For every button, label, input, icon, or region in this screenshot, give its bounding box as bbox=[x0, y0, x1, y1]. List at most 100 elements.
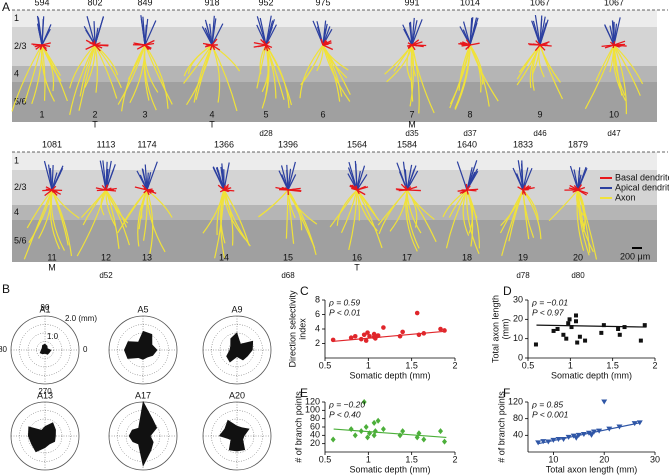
apical-dendrite bbox=[211, 18, 217, 46]
data-point bbox=[574, 319, 579, 324]
axon bbox=[146, 189, 154, 254]
data-point bbox=[397, 432, 403, 439]
depth-label: 849 bbox=[137, 0, 152, 7]
panel-label: F bbox=[503, 386, 510, 400]
apical-dendrite bbox=[144, 20, 157, 46]
basal-dendrite bbox=[223, 189, 235, 192]
axon bbox=[406, 189, 422, 234]
x-axis-title: Somatic depth (mm) bbox=[551, 370, 632, 380]
basal-dendrite bbox=[466, 185, 471, 191]
neuron-tag: T bbox=[92, 119, 98, 129]
y-axis-title: (mm) bbox=[500, 319, 510, 340]
data-point bbox=[381, 325, 386, 330]
apical-dendrite bbox=[577, 167, 581, 191]
basal-dendrite bbox=[577, 186, 586, 191]
basal-dendrite bbox=[406, 44, 413, 47]
apical-dendrite bbox=[51, 168, 64, 191]
data-point bbox=[330, 337, 336, 343]
apical-dendrite bbox=[469, 17, 479, 46]
x-tick-label: 2 bbox=[452, 454, 457, 464]
axon bbox=[548, 189, 579, 222]
neuron-number: 1 bbox=[39, 109, 44, 119]
data-point bbox=[606, 426, 613, 432]
data-point bbox=[371, 419, 377, 426]
x-tick-label: 1 bbox=[366, 454, 371, 464]
data-point bbox=[416, 332, 422, 338]
apical-dendrite bbox=[356, 170, 361, 191]
axon bbox=[469, 44, 484, 85]
basal-dendrite bbox=[539, 44, 552, 47]
polar-radius-label: 2.0 (mm) bbox=[65, 314, 97, 323]
basal-dendrite bbox=[613, 44, 620, 48]
basal-dendrite bbox=[44, 189, 53, 197]
basal-dendrite bbox=[321, 41, 324, 46]
data-point bbox=[588, 432, 595, 438]
neuron-id: d78 bbox=[516, 271, 530, 280]
axon bbox=[458, 44, 471, 91]
data-point bbox=[375, 333, 381, 338]
x-axis-title: Total axon length (mm) bbox=[546, 464, 638, 474]
depth-label: 1833 bbox=[513, 139, 533, 149]
neuron-id: d46 bbox=[533, 129, 547, 138]
y-tick-label: 120 bbox=[305, 396, 320, 406]
data-point bbox=[638, 338, 643, 343]
neuron-number: 15 bbox=[283, 252, 293, 262]
apical-dendrite bbox=[517, 160, 524, 191]
x-tick-label: 1.5 bbox=[405, 360, 418, 370]
depth-label: 1081 bbox=[42, 139, 62, 149]
neuron-id: d80 bbox=[571, 271, 585, 280]
axon bbox=[287, 189, 303, 231]
data-point bbox=[365, 434, 371, 441]
apical-dendrite bbox=[573, 169, 579, 191]
data-point bbox=[555, 327, 560, 331]
basal-dendrite bbox=[577, 189, 589, 195]
basal-dendrite bbox=[465, 44, 471, 50]
neuron bbox=[23, 160, 80, 260]
basal-dendrite bbox=[465, 183, 468, 191]
data-point bbox=[438, 428, 444, 435]
basal-dendrite bbox=[322, 44, 334, 51]
x-axis-title: Somatic depth (mm) bbox=[349, 464, 430, 474]
axon bbox=[613, 44, 623, 96]
neuron-number: 10 bbox=[609, 109, 619, 119]
y-tick-label: 80 bbox=[310, 413, 320, 423]
axon bbox=[50, 189, 66, 251]
neuron bbox=[202, 162, 251, 259]
basal-dendrite bbox=[322, 43, 329, 46]
y-axis-title: index bbox=[297, 318, 307, 340]
axon bbox=[466, 189, 480, 255]
basal-dendrite bbox=[220, 186, 225, 191]
neuron-number: 18 bbox=[462, 252, 472, 262]
basal-dendrite bbox=[577, 184, 583, 191]
panel-label: D bbox=[503, 284, 512, 298]
data-point bbox=[348, 335, 354, 341]
basal-dendrite bbox=[144, 44, 152, 50]
y-tick-label: 30 bbox=[513, 294, 523, 304]
polar-ring bbox=[117, 324, 169, 376]
y-tick-label: 40 bbox=[513, 430, 523, 440]
neuron-number: 12 bbox=[101, 252, 111, 262]
apical-dendrite bbox=[144, 18, 149, 46]
basal-dendrite bbox=[469, 42, 480, 46]
basal-dendrite bbox=[411, 44, 416, 51]
data-point bbox=[560, 437, 567, 442]
depth-label: 1014 bbox=[460, 0, 480, 7]
basal-dendrite bbox=[41, 42, 51, 46]
polar-angle-label: 180 bbox=[0, 345, 8, 354]
axon bbox=[406, 44, 413, 81]
y-tick-label: 80 bbox=[513, 413, 523, 423]
neuron-number: 3 bbox=[142, 109, 147, 119]
data-point bbox=[622, 325, 627, 330]
basal-dendrite bbox=[534, 44, 541, 52]
axon bbox=[405, 189, 418, 252]
stat-label: ρ = −0.20 bbox=[328, 399, 365, 409]
basal-dendrite bbox=[522, 185, 530, 191]
neuron bbox=[11, 15, 68, 112]
data-point bbox=[380, 426, 386, 433]
depth-label: 918 bbox=[204, 0, 219, 7]
axon bbox=[69, 44, 96, 115]
y-tick-label: 40 bbox=[310, 430, 320, 440]
axon bbox=[577, 189, 591, 253]
polar-ring bbox=[19, 410, 71, 462]
